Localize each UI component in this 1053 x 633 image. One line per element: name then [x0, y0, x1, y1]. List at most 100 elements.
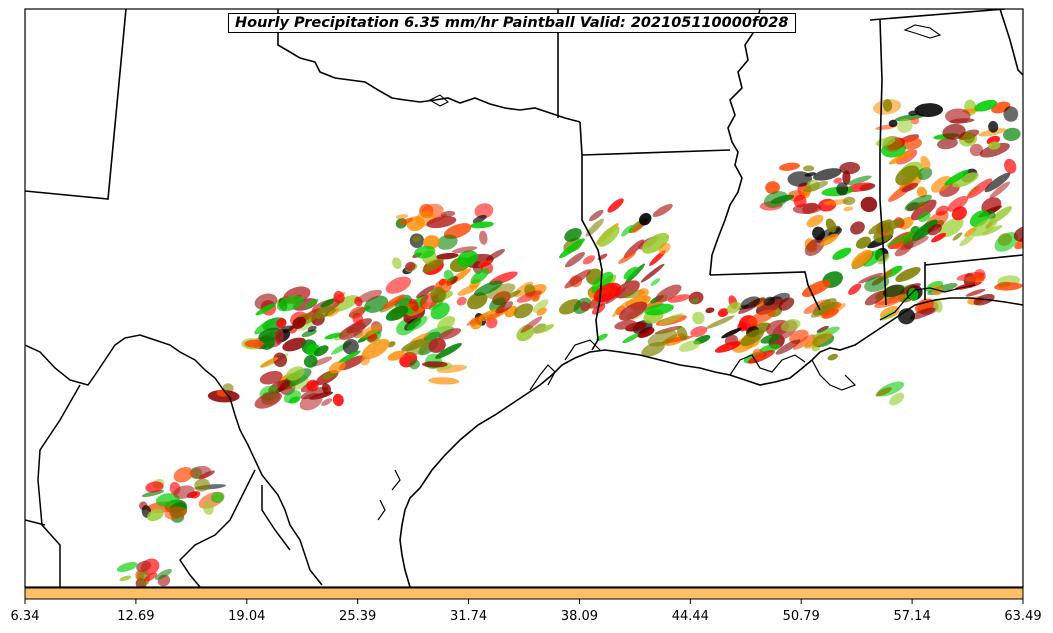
precip-blob	[470, 221, 494, 229]
precip-blob	[274, 328, 284, 345]
precip-blob	[338, 350, 361, 364]
precip-blob	[314, 304, 333, 320]
precip-blob	[457, 284, 479, 296]
precip-blob	[339, 322, 366, 340]
precip-blob	[802, 181, 829, 193]
mx-state-border-3	[179, 469, 256, 587]
precip-blob	[920, 155, 931, 170]
precip-blob	[864, 275, 890, 292]
precip-blob	[705, 307, 715, 314]
precip-blob	[803, 331, 833, 349]
precip-blob	[806, 214, 824, 228]
ar-la-border	[581, 149, 731, 156]
precip-blob	[194, 478, 210, 492]
precip-blob	[882, 284, 905, 298]
precip-blob	[877, 218, 905, 233]
precip-blob	[947, 195, 969, 212]
mx-state-border-4	[261, 485, 291, 551]
precip-blob	[873, 99, 902, 115]
precip-blob	[803, 165, 815, 172]
precip-blob	[787, 171, 813, 187]
precip-blob	[486, 283, 516, 300]
precip-blob	[979, 142, 1010, 158]
precip-blob	[895, 165, 920, 186]
precip-blob	[770, 194, 795, 204]
precip-blob	[650, 278, 661, 286]
precip-blob	[440, 210, 456, 218]
precip-blob	[952, 232, 963, 241]
precip-blob	[282, 337, 307, 352]
precip-blob	[816, 325, 829, 333]
precip-blob	[154, 568, 172, 580]
precip-blob	[580, 301, 590, 312]
precip-blob	[426, 216, 457, 229]
precip-blob	[202, 500, 214, 515]
mexico-borders	[25, 334, 323, 587]
precip-blob	[945, 108, 971, 124]
precip-blob	[385, 276, 411, 294]
precip-blob	[659, 313, 684, 326]
precip-blob	[640, 263, 665, 283]
precip-blob	[967, 178, 993, 199]
precip-blob	[596, 333, 608, 342]
precip-blob	[726, 301, 742, 314]
precip-blob	[874, 297, 902, 308]
precip-blob	[504, 290, 521, 300]
precip-blob	[952, 172, 979, 188]
precip-blob	[259, 357, 279, 368]
precip-blob	[254, 391, 282, 409]
precip-blob	[532, 295, 540, 302]
precip-blob	[917, 167, 933, 180]
precip-blob	[942, 123, 966, 140]
precip-blob	[637, 328, 655, 338]
precip-blob	[276, 318, 287, 329]
precip-blob	[1003, 158, 1017, 174]
precip-blob	[793, 194, 807, 208]
precip-blob	[621, 224, 634, 237]
precip-blob	[927, 223, 942, 236]
precip-blob	[864, 290, 887, 306]
precip-blob	[1014, 230, 1023, 250]
precip-blob	[974, 99, 998, 112]
precip-blob	[244, 339, 264, 348]
precip-blob	[392, 257, 402, 270]
precip-blob	[259, 370, 283, 385]
precip-blob	[155, 493, 180, 507]
precip-blob	[276, 295, 305, 312]
precip-blob	[313, 345, 329, 357]
precip-blob	[935, 205, 949, 216]
precip-blob	[899, 236, 929, 251]
precip-blob	[324, 332, 343, 340]
precip-blob	[438, 328, 461, 340]
precip-blob	[395, 214, 409, 220]
precip-blob	[190, 491, 201, 499]
precip-blob	[969, 143, 983, 157]
coastal-detail	[377, 284, 976, 521]
colorbar-tick-label: 38.09	[561, 609, 598, 624]
precip-blob	[833, 177, 842, 184]
precip-blob	[387, 350, 405, 361]
precip-blob	[752, 348, 765, 361]
precip-blob	[536, 307, 547, 316]
precip-blob	[939, 217, 964, 238]
precip-blob	[456, 296, 467, 306]
precip-blob	[850, 221, 865, 235]
precip-blob	[401, 338, 429, 352]
precip-blob	[331, 295, 359, 312]
precip-blob	[564, 269, 591, 289]
precip-blob	[989, 181, 1010, 199]
precip-blob	[623, 239, 645, 259]
precip-blob	[513, 303, 534, 319]
precip-blob	[917, 211, 931, 222]
precip-blob	[412, 235, 421, 242]
precip-blob	[361, 338, 390, 360]
precip-blob	[868, 219, 892, 235]
state-borders	[25, 9, 1023, 351]
precip-blob	[886, 232, 913, 247]
precip-blob	[900, 137, 922, 150]
precip-blob	[405, 261, 416, 272]
precip-blob	[875, 387, 892, 397]
precip-blob	[705, 315, 735, 329]
mississippi-river-border	[709, 9, 761, 276]
